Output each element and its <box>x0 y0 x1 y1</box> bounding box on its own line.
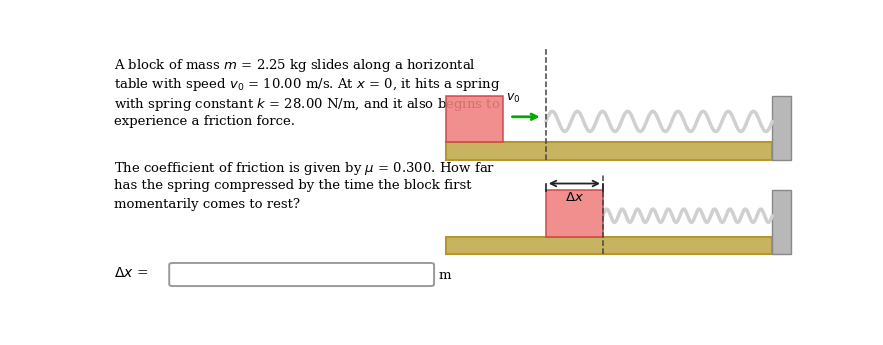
Text: has the spring compressed by the time the block first: has the spring compressed by the time th… <box>114 179 472 192</box>
Text: table with speed $v_0$ = 10.00 m/s. At $x$ = 0, it hits a spring: table with speed $v_0$ = 10.00 m/s. At $… <box>114 77 500 93</box>
Text: experience a friction force.: experience a friction force. <box>114 115 295 128</box>
Bar <box>446 96 502 142</box>
Text: $v_0$: $v_0$ <box>506 92 521 105</box>
FancyBboxPatch shape <box>170 263 434 286</box>
Text: $\Delta x$ =: $\Delta x$ = <box>114 266 148 280</box>
Text: $\Delta x$: $\Delta x$ <box>565 191 584 205</box>
Text: momentarily comes to rest?: momentarily comes to rest? <box>114 198 300 211</box>
Text: m: m <box>438 269 450 282</box>
Bar <box>773 96 791 160</box>
Text: A block of mass $m$ = 2.25 kg slides along a horizontal: A block of mass $m$ = 2.25 kg slides alo… <box>114 57 476 74</box>
Text: with spring constant $k$ = 28.00 N/m, and it also begins to: with spring constant $k$ = 28.00 N/m, an… <box>114 96 500 112</box>
Text: The coefficient of friction is given by $\mu$ = 0.300. How far: The coefficient of friction is given by … <box>114 160 495 177</box>
Bar <box>546 190 603 237</box>
Bar <box>446 142 773 160</box>
Bar <box>446 237 773 254</box>
Bar <box>773 190 791 254</box>
